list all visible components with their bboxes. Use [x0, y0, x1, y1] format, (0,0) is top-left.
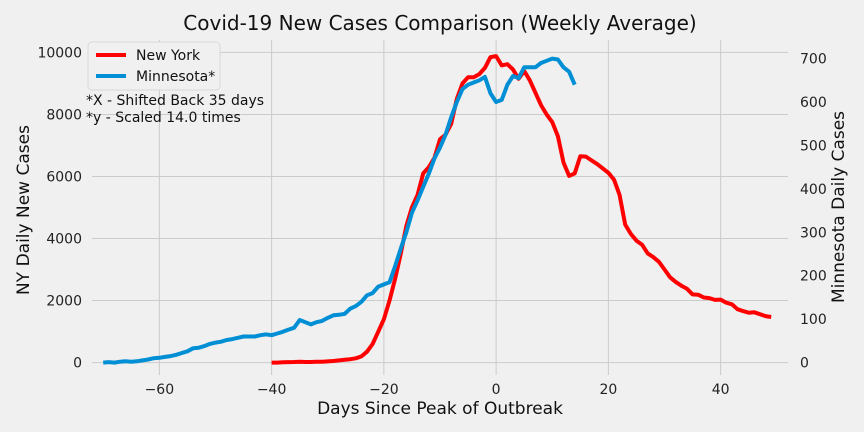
x-tick-label: 0 — [492, 382, 501, 398]
series-line-minnesota — [103, 56, 577, 365]
y-right-tick-label: 0 — [800, 356, 809, 372]
x-tick-label: −60 — [145, 382, 175, 398]
y-right-tick-label: 700 — [800, 52, 827, 68]
y-right-axis-ticks: 0 100 200 300 400 500 600 700 — [800, 52, 827, 372]
series-layer — [103, 54, 772, 365]
y-right-axis-title: Minnesota Daily Cases — [829, 111, 849, 303]
y-right-tick-label: 100 — [800, 312, 827, 328]
x-axis-ticks: −60 −40 −20 0 20 40 — [145, 382, 730, 398]
x-tick-label: 20 — [599, 382, 617, 398]
y-left-tick-label: 6000 — [46, 169, 82, 185]
y-left-tick-label: 2000 — [46, 294, 82, 310]
y-left-axis-ticks: 0 2000 4000 6000 8000 10000 — [37, 45, 82, 371]
annotation-y-scale: *y - Scaled 14.0 times — [86, 110, 241, 126]
x-tick-label: 40 — [712, 382, 730, 398]
y-left-tick-label: 8000 — [46, 107, 82, 123]
y-right-tick-label: 500 — [800, 138, 827, 154]
legend-label-minnesota: Minnesota* — [136, 69, 215, 85]
y-right-tick-label: 600 — [800, 95, 827, 111]
y-right-tick-label: 200 — [800, 269, 827, 285]
y-left-tick-label: 10000 — [37, 45, 82, 61]
x-tick-label: −20 — [369, 382, 399, 398]
y-left-tick-label: 4000 — [46, 232, 82, 248]
y-right-tick-label: 300 — [800, 225, 827, 241]
grid — [92, 40, 788, 375]
y-left-tick-label: 0 — [73, 356, 82, 372]
x-tick-label: −40 — [257, 382, 287, 398]
legend-label-new-york: New York — [136, 48, 201, 64]
x-axis-title: Days Since Peak of Outbreak — [317, 399, 563, 419]
chart-title: Covid-19 New Cases Comparison (Weekly Av… — [183, 11, 696, 35]
y-right-tick-label: 400 — [800, 182, 827, 198]
y-left-axis-title: NY Daily New Cases — [14, 125, 34, 295]
legend: New York Minnesota* — [87, 41, 221, 91]
annotation-x-shift: *X - Shifted Back 35 days — [86, 93, 264, 109]
